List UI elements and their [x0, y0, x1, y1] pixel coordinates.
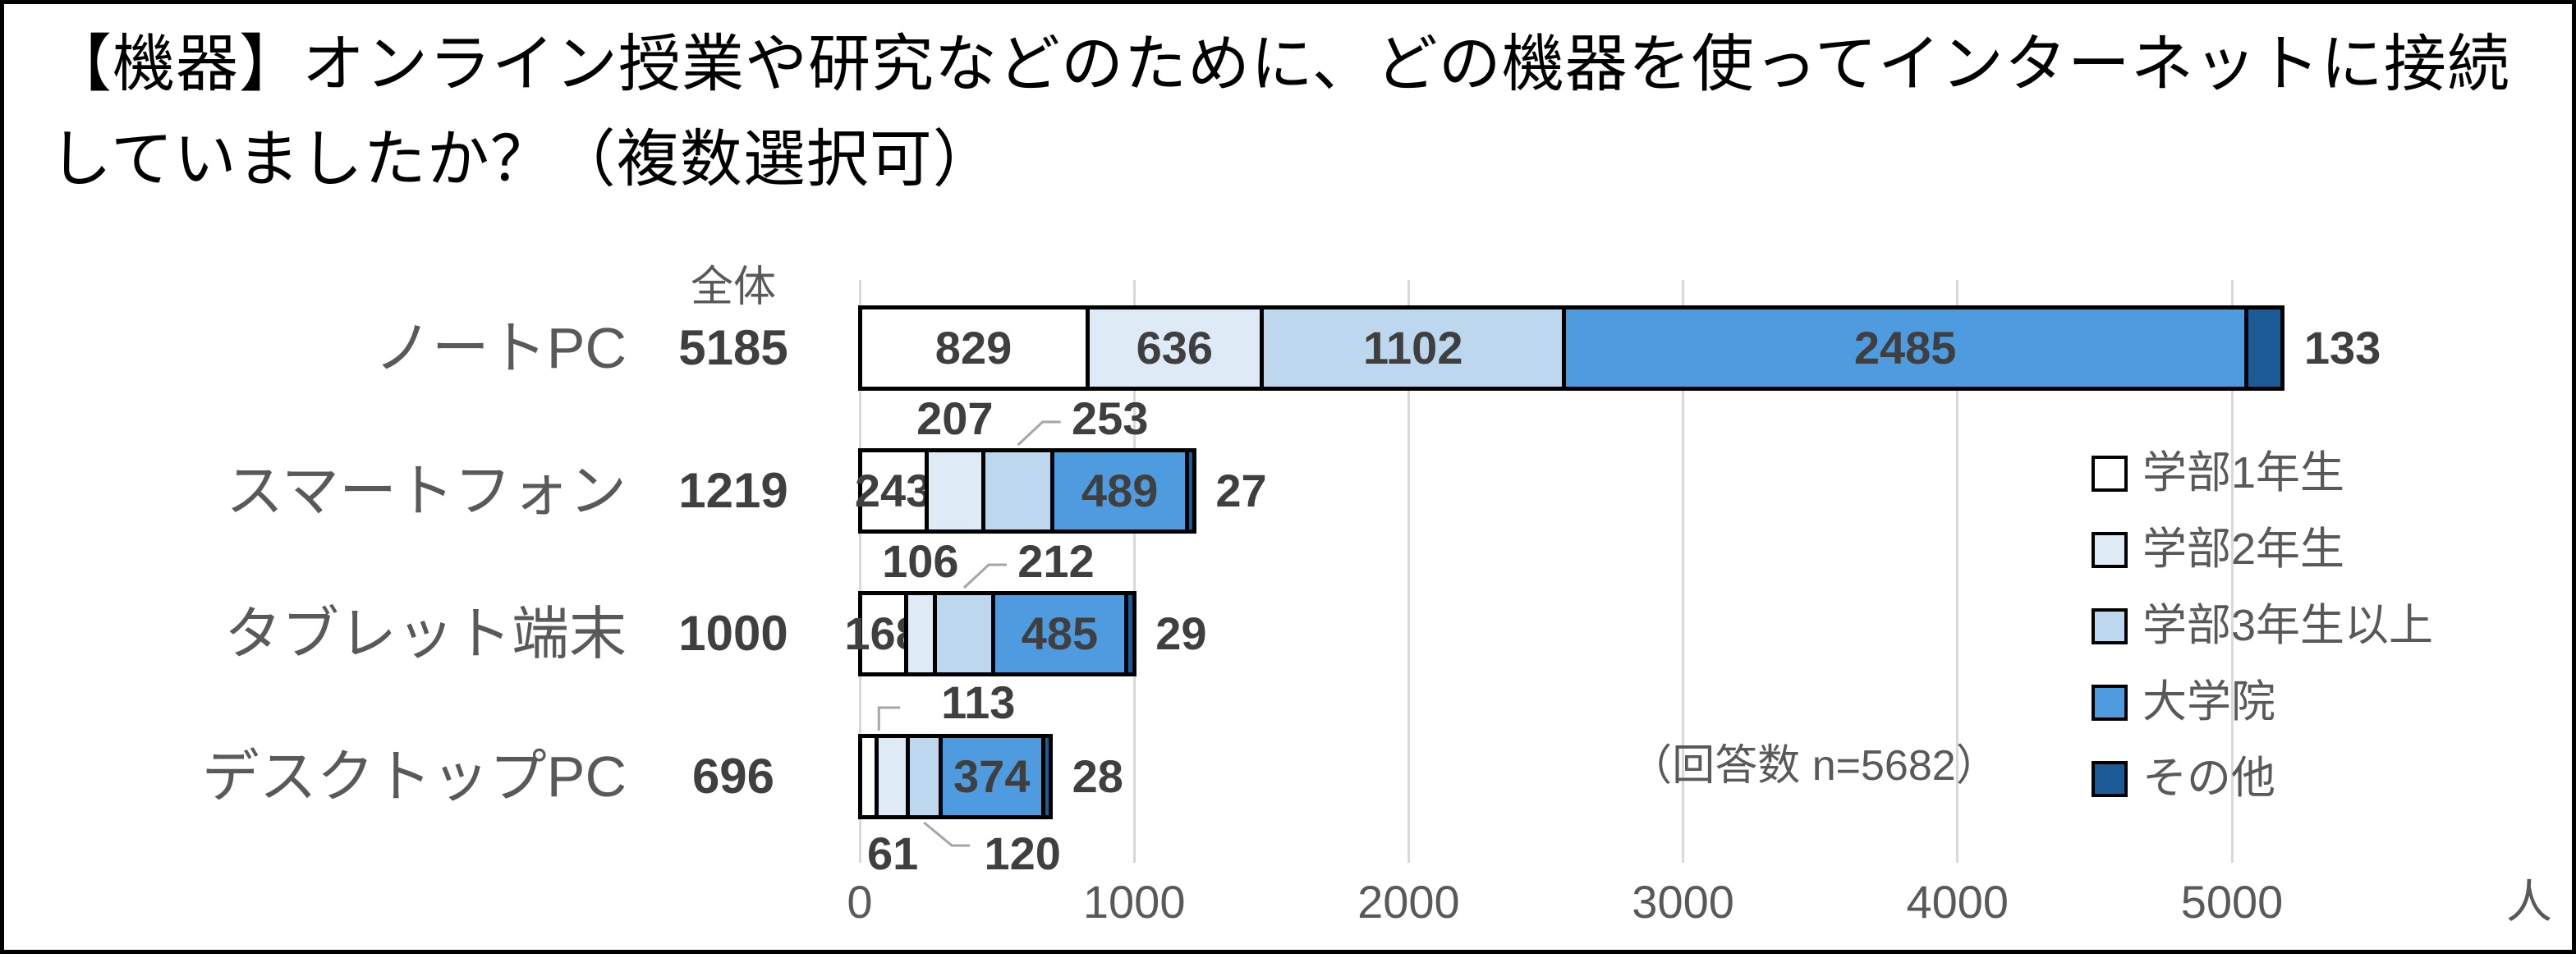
legend-label: その他 [2142, 754, 2275, 803]
x-tick-label: 3000 [1632, 876, 1734, 928]
axis-unit-label: 人 [2506, 876, 2552, 928]
bar-segment [1085, 305, 1265, 391]
bar-segment [857, 305, 1090, 391]
category-label: タブレット端末 [224, 602, 627, 666]
segment-value-label: 489 [1081, 465, 1159, 516]
segment-value-label: 1102 [1362, 322, 1463, 374]
segment-value-label: 207 [916, 392, 994, 444]
gridline [1956, 280, 1959, 863]
bar-segment [1184, 448, 1196, 534]
segment-value-label: 29 [1155, 607, 1207, 659]
segment-value-label: 120 [984, 827, 1061, 879]
legend-label: 学部1年生 [2142, 448, 2345, 497]
x-tick-label: 1000 [1082, 876, 1186, 928]
gridline [2230, 280, 2234, 863]
segment-value-label: 636 [1136, 322, 1214, 374]
segment-value-label: 113 [941, 676, 1016, 728]
bar-segment [1562, 305, 2248, 391]
total-value: 696 [691, 749, 775, 804]
segment-value-label: 374 [953, 750, 1031, 802]
segment-value-label: 212 [1017, 535, 1095, 587]
segment-value-label: 253 [1071, 392, 1149, 444]
total-value: 1000 [678, 606, 788, 661]
segment-value-label: 2485 [1853, 322, 1957, 374]
legend-swatch [2092, 761, 2128, 797]
respondents-note: （回答数 n=5682） [1629, 742, 1999, 790]
bar-segment [1124, 591, 1136, 676]
category-label: スマートフォン [226, 459, 627, 523]
legend-swatch [2092, 532, 2128, 568]
gridline [1682, 280, 1685, 863]
x-tick-label: 4000 [1906, 876, 2009, 928]
category-label: デスクトップPC [201, 745, 627, 809]
bar-segment [1260, 305, 1567, 391]
segment-value-label: 243 [854, 465, 932, 516]
segment-value-label: 28 [1072, 750, 1123, 802]
segment-value-label: 829 [934, 322, 1012, 374]
segment-value-label: 485 [1021, 607, 1099, 659]
x-tick-label: 2000 [1357, 876, 1460, 928]
bar-segment [2243, 305, 2285, 391]
totals-header: 全体 [690, 264, 776, 311]
segment-value-label: 27 [1215, 465, 1267, 516]
segment-value-label: 106 [882, 535, 959, 587]
legend-swatch [2092, 608, 2128, 644]
legend-label: 大学院 [2142, 677, 2275, 727]
bar-segment [1040, 734, 1054, 819]
x-tick-label: 0 [847, 876, 873, 928]
bar-segment [857, 448, 929, 534]
legend-swatch [2092, 456, 2128, 492]
bar-segment [1050, 448, 1189, 534]
segment-value-label: 133 [2303, 322, 2381, 374]
total-value: 5185 [678, 320, 788, 375]
segment-value-label: 61 [867, 827, 919, 879]
chart-title: 【機器】オンライン授業や研究などのために、どの機器を使ってインターネットに接続し… [49, 30, 2510, 195]
gridline [1407, 280, 1410, 863]
legend-label: 学部2年生 [2142, 525, 2345, 574]
bar-segment [857, 591, 908, 676]
total-value: 1219 [678, 463, 788, 518]
bar-segment [933, 591, 995, 676]
gridline [858, 280, 861, 863]
bar-segment [905, 734, 943, 819]
category-label: ノートPC [374, 316, 627, 380]
legend-label: 学部3年生以上 [2142, 601, 2434, 650]
legend-swatch [2092, 685, 2128, 721]
gridline [1132, 280, 1136, 863]
x-tick-label: 5000 [2180, 876, 2284, 928]
